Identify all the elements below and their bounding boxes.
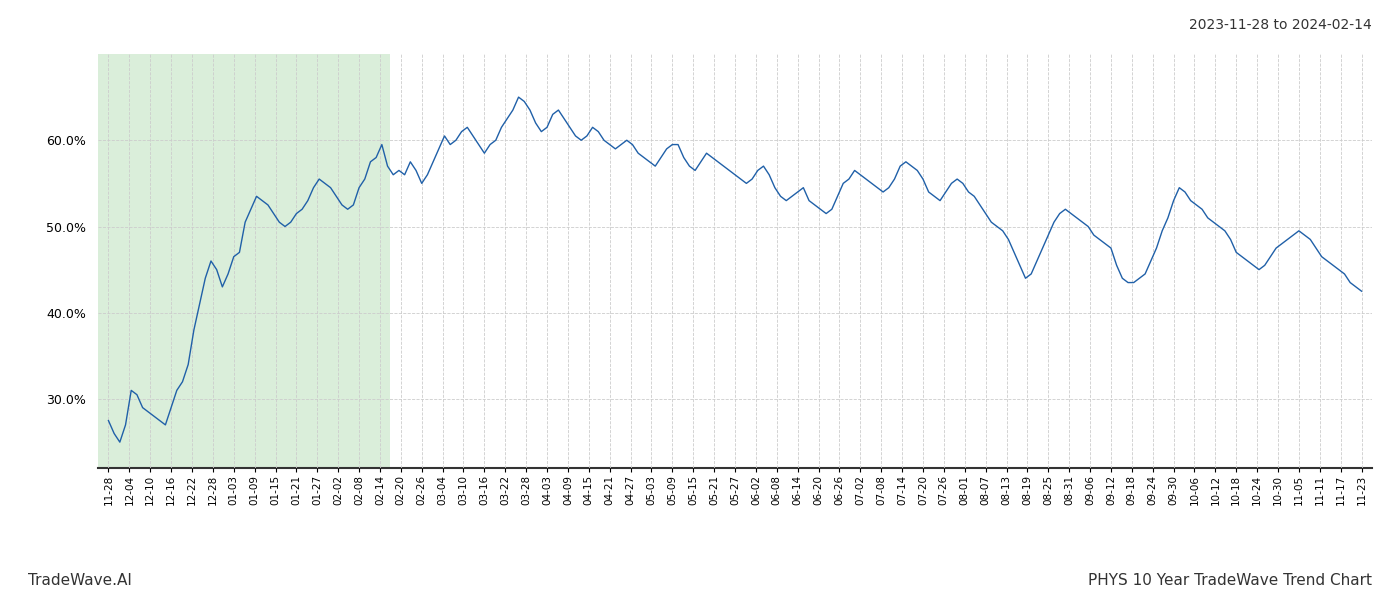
Bar [98,54,391,468]
Text: 2023-11-28 to 2024-02-14: 2023-11-28 to 2024-02-14 [1189,18,1372,32]
Text: PHYS 10 Year TradeWave Trend Chart: PHYS 10 Year TradeWave Trend Chart [1088,573,1372,588]
Text: TradeWave.AI: TradeWave.AI [28,573,132,588]
